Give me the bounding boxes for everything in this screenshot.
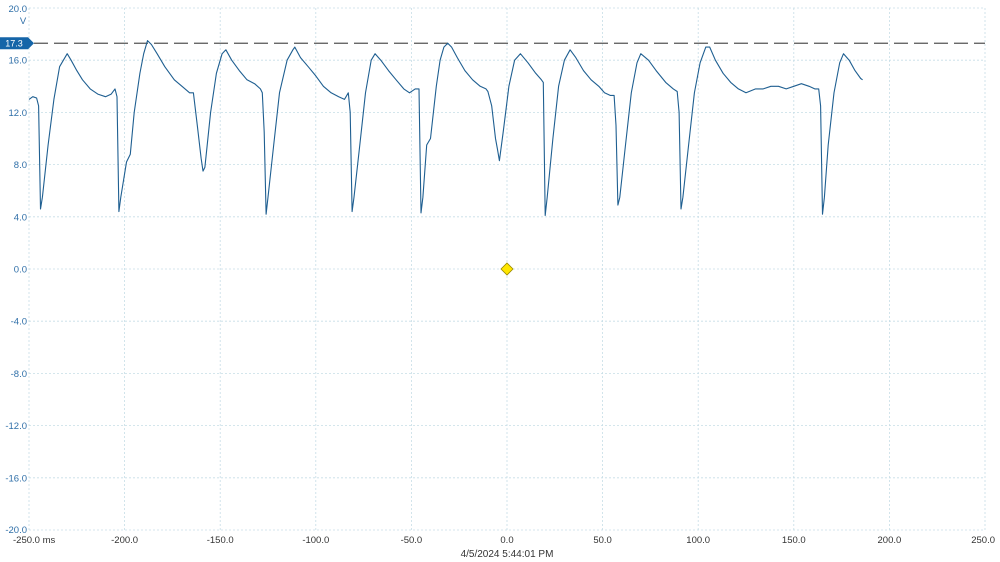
x-tick-label: -50.0: [401, 535, 423, 546]
y-tick-label: 12.0: [9, 108, 28, 119]
x-axis-ticks: -250.0 ms -200.0 -150.0 -100.0 -50.0 0.0 50.0 1…: [13, 535, 995, 546]
y-tick-label: 0.0: [14, 265, 27, 276]
reference-marker[interactable]: [0, 37, 34, 50]
x-tick-label: -250.0 ms: [13, 535, 55, 546]
x-tick-label: 150.0: [782, 535, 806, 546]
y-tick-label: -16.0: [5, 473, 27, 484]
x-tick-label: -100.0: [302, 535, 329, 546]
y-axis-unit: V: [20, 16, 27, 27]
y-tick-label: -12.0: [5, 421, 27, 432]
x-tick-label: -150.0: [207, 535, 234, 546]
trigger-marker[interactable]: [500, 262, 514, 276]
y-tick-label: 16.0: [9, 56, 28, 67]
x-tick-label: 250.0: [971, 535, 995, 546]
y-tick-label: -4.0: [11, 317, 27, 328]
y-tick-label: -20.0: [5, 525, 27, 536]
reference-marker-label: 17.3: [5, 39, 23, 49]
x-tick-label: 0.0: [500, 535, 513, 546]
y-tick-label: 4.0: [14, 212, 27, 223]
x-tick-label: 100.0: [686, 535, 710, 546]
capture-timestamp: 4/5/2024 5:44:01 PM: [461, 549, 554, 560]
voltage-trace: [28, 40, 863, 217]
y-tick-label: -8.0: [11, 369, 27, 380]
x-tick-label: 200.0: [878, 535, 902, 546]
y-tick-label: 20.0: [9, 4, 28, 15]
reference-level: 17.3: [0, 37, 985, 50]
x-tick-label: -200.0: [111, 535, 138, 546]
y-axis-ticks: 20.0 16.0 12.0 8.0 4.0 0.0 -4.0 -8.0 -12.0 -16.0 -…: [5, 4, 27, 536]
y-tick-label: 8.0: [14, 160, 27, 171]
x-tick-label: 50.0: [593, 535, 612, 546]
